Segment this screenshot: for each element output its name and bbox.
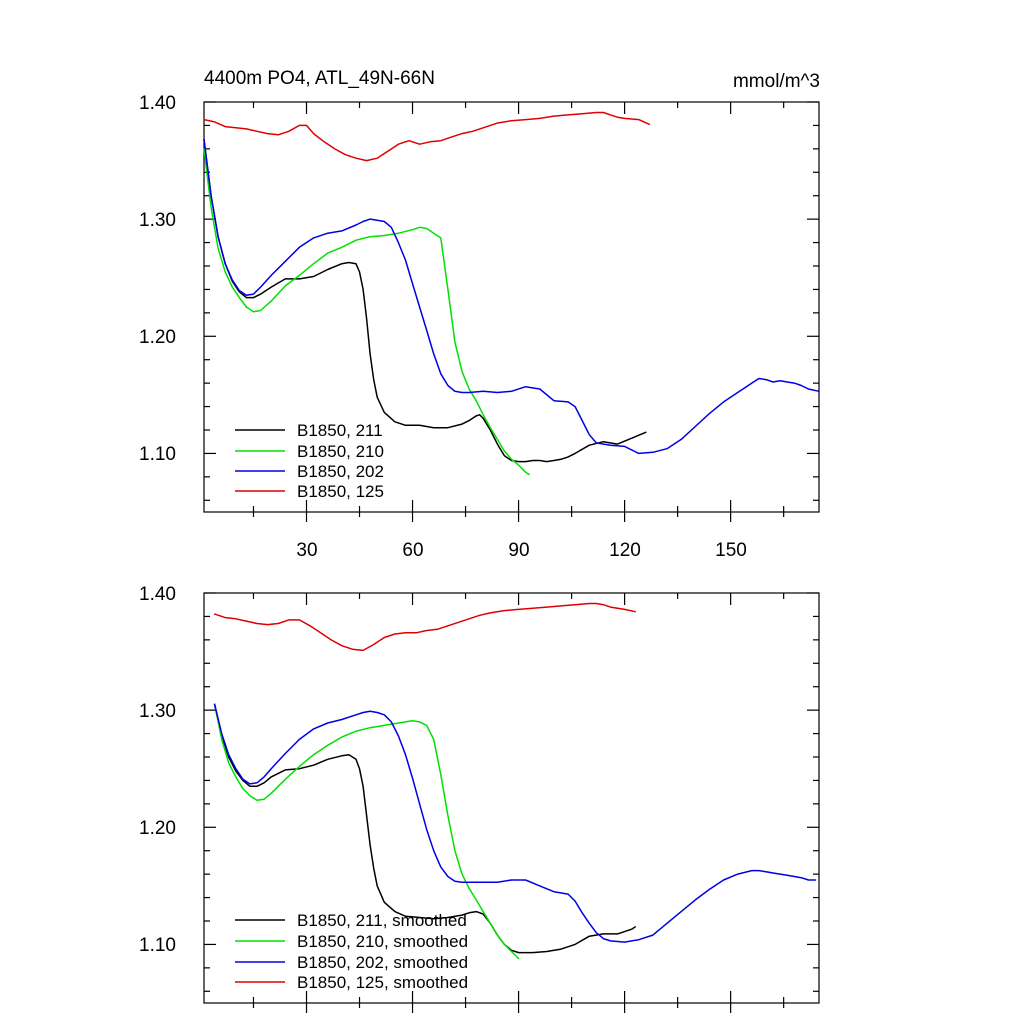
- x-tick-label: 120: [609, 540, 641, 561]
- series-line-red: [203, 111, 651, 162]
- series-line-blue: [213, 703, 817, 943]
- series-line-black: [203, 138, 647, 463]
- y-axis-labels: 1.10 1.20 1.30 1.40: [139, 93, 176, 465]
- x-tick-label: 30: [296, 540, 317, 561]
- legend-label: B1850, 125: [297, 482, 384, 501]
- units-label: mmol/m^3: [733, 71, 820, 92]
- x-tick-label: 60: [402, 540, 423, 561]
- y-tick-label: 1.20: [139, 818, 176, 839]
- x-tick-label: 90: [508, 540, 529, 561]
- series-line-black: [213, 703, 636, 954]
- y-axis-labels: 1.10 1.20 1.30 1.40: [139, 584, 176, 956]
- series-layer: [213, 602, 817, 960]
- y-tick-label: 1.30: [139, 701, 176, 722]
- legend-label: B1850, 210: [297, 442, 384, 461]
- plot-frame: [203, 101, 820, 513]
- legend-label: B1850, 202: [297, 462, 384, 481]
- chart-title: 4400m PO4, ATL_49N-66N: [204, 68, 435, 89]
- series-line-red: [213, 602, 636, 652]
- legend-label: B1850, 211: [297, 421, 383, 440]
- series-layer: [203, 111, 820, 476]
- y-tick-label: 1.20: [139, 327, 176, 348]
- series-line-green: [203, 148, 530, 476]
- series-line-blue: [203, 138, 820, 455]
- legend-label: B1850, 210, smoothed: [297, 932, 468, 951]
- y-tick-label: 1.30: [139, 210, 176, 231]
- bottom-panel: 1.10 1.20 1.30 1.40 B1850, 211, smoothed…: [139, 584, 820, 1013]
- y-tick-label: 1.10: [139, 935, 176, 956]
- x-axis-labels: 30 60 90 120 150: [296, 540, 746, 561]
- legend: B1850, 211 B1850, 210 B1850, 202 B1850, …: [235, 421, 384, 501]
- legend-label: B1850, 202, smoothed: [297, 953, 468, 972]
- plot-frame: [203, 592, 820, 1004]
- series-line-green: [213, 703, 520, 960]
- y-tick-label: 1.40: [139, 584, 176, 605]
- y-tick-label: 1.10: [139, 444, 176, 465]
- legend-label: B1850, 211, smoothed: [297, 911, 467, 930]
- tick-marks: [204, 592, 819, 1013]
- legend-label: B1850, 125, smoothed: [297, 973, 468, 992]
- x-tick-label: 150: [715, 540, 747, 561]
- top-panel: 4400m PO4, ATL_49N-66N mmol/m^3 1.10 1.2…: [139, 68, 820, 561]
- legend: B1850, 211, smoothed B1850, 210, smoothe…: [235, 911, 468, 992]
- y-tick-label: 1.40: [139, 93, 176, 114]
- tick-marks: [204, 101, 819, 522]
